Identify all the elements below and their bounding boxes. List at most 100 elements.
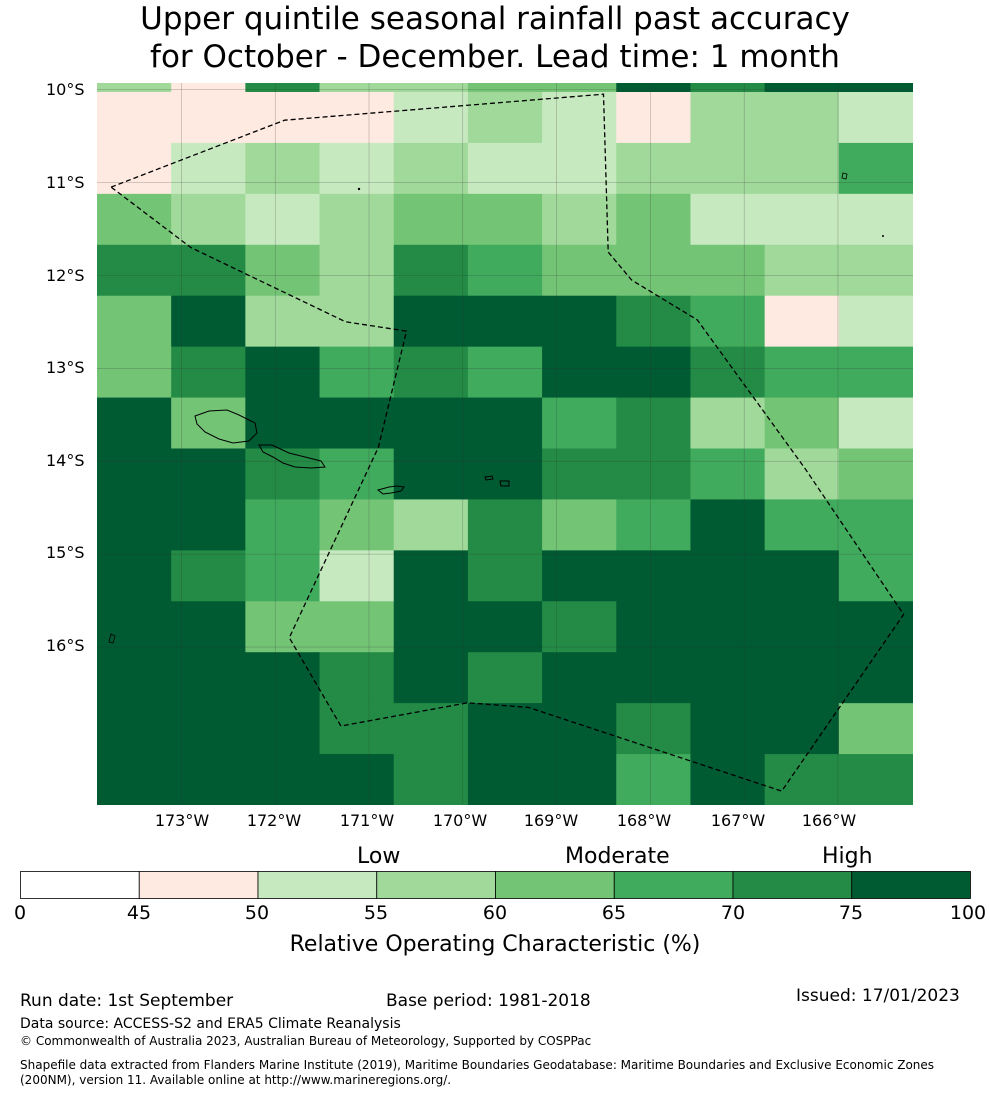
grid-cell — [690, 397, 766, 450]
grid-cell — [690, 295, 766, 348]
grid-cell — [245, 550, 321, 602]
grid-cell — [764, 92, 840, 144]
grid-cell — [764, 193, 840, 246]
colorbar-segment — [257, 871, 378, 899]
colorbar-tick-45: 45 — [126, 902, 152, 924]
grid-cell — [542, 295, 617, 348]
grid-cell — [97, 295, 172, 348]
grid-cell — [319, 92, 395, 144]
grid-cell — [838, 142, 913, 195]
grid-cell — [542, 601, 617, 653]
grid-cell — [171, 83, 246, 93]
colorbar-segment — [851, 871, 971, 899]
grid-cell — [467, 754, 543, 805]
lon-label-167w: 167°W — [710, 811, 766, 830]
lat-label-11s: 11°S — [46, 173, 85, 192]
grid-cell — [171, 193, 246, 246]
island-upolu — [258, 444, 326, 469]
grid-cell — [393, 448, 469, 501]
grid-cell — [616, 397, 692, 450]
grid-cell — [616, 92, 692, 144]
lon-label-168w: 168°W — [616, 811, 672, 830]
grid-cell — [97, 83, 172, 93]
grid-cell — [97, 754, 172, 805]
grid-cell — [171, 754, 246, 805]
grid-cell — [542, 397, 617, 450]
lat-label-14s: 14°S — [46, 451, 85, 470]
grid-cell — [393, 83, 469, 93]
grid-cell — [245, 601, 321, 653]
grid-cell — [319, 703, 395, 755]
colorbar-tick-70: 70 — [720, 902, 746, 924]
grid-cell — [245, 193, 321, 246]
grid-cell — [838, 397, 913, 450]
grid-cell — [838, 703, 913, 755]
grid-cell — [393, 550, 469, 602]
grid-cell — [467, 703, 543, 755]
grid-cell — [764, 346, 840, 399]
grid-cell — [764, 601, 840, 653]
grid-cell — [393, 142, 469, 195]
grid-cell — [542, 244, 617, 297]
grid-cell — [542, 550, 617, 602]
grid-cell — [393, 499, 469, 551]
grid-cell — [838, 83, 913, 93]
grid-cell — [467, 244, 543, 297]
grid-cell — [97, 499, 172, 551]
grid-cell — [467, 142, 543, 195]
grid-cell — [764, 448, 840, 501]
grid-cell — [690, 193, 766, 246]
grid-cell — [393, 703, 469, 755]
grid-cell — [616, 550, 692, 602]
grid-cell — [319, 601, 395, 653]
colorbar-segment — [376, 871, 496, 899]
grid-cell — [393, 397, 469, 450]
grid-cell — [467, 346, 543, 399]
grid-cell — [838, 448, 913, 501]
grid-cell — [542, 703, 617, 755]
grid-cell — [838, 92, 913, 144]
grid-cell — [393, 601, 469, 653]
grid-cell — [171, 142, 246, 195]
shapefile-credit-line-1: Shapefile data extracted from Flanders M… — [20, 1058, 935, 1072]
lat-label-12s: 12°S — [46, 266, 85, 285]
grid-cell — [616, 652, 692, 704]
colorbar-category-moderate: Moderate — [565, 844, 670, 869]
grid-cell — [542, 142, 617, 195]
grid-cell — [616, 295, 692, 348]
grid-cell — [690, 703, 766, 755]
grid-cell — [319, 652, 395, 704]
grid-cell — [838, 244, 913, 297]
grid-cell — [542, 83, 617, 93]
grid-cell — [616, 448, 692, 501]
grid-cell — [690, 499, 766, 551]
grid-cell — [616, 499, 692, 551]
grid-cell — [171, 499, 246, 551]
grid-cell — [245, 83, 321, 93]
grid-cell — [393, 193, 469, 246]
colorbar-category-low: Low — [357, 844, 401, 869]
lat-label-16s: 16°S — [46, 636, 85, 655]
grid-cell — [319, 754, 395, 805]
grid-cell — [171, 244, 246, 297]
grid-cell — [542, 193, 617, 246]
grid-cell — [319, 193, 395, 246]
colorbar-title: Relative Operating Characteristic (%) — [289, 932, 701, 957]
grid-cell — [838, 550, 913, 602]
grid-cell — [393, 244, 469, 297]
islet-east — [882, 235, 884, 237]
lon-label-170w: 170°W — [432, 811, 488, 830]
grid-cell — [97, 601, 172, 653]
issued-date: Issued: 17/01/2023 — [796, 986, 960, 1006]
grid-cell — [838, 601, 913, 653]
grid-cell — [171, 397, 246, 450]
grid-cell — [393, 295, 469, 348]
grid-cell — [245, 499, 321, 551]
grid-cell — [319, 295, 395, 348]
grid-cell — [319, 499, 395, 551]
colorbar-tick-75: 75 — [838, 902, 864, 924]
grid-cell — [245, 754, 321, 805]
grid-cell — [542, 499, 617, 551]
colorbar-tick-55: 55 — [363, 902, 389, 924]
island-savaii — [194, 409, 258, 444]
